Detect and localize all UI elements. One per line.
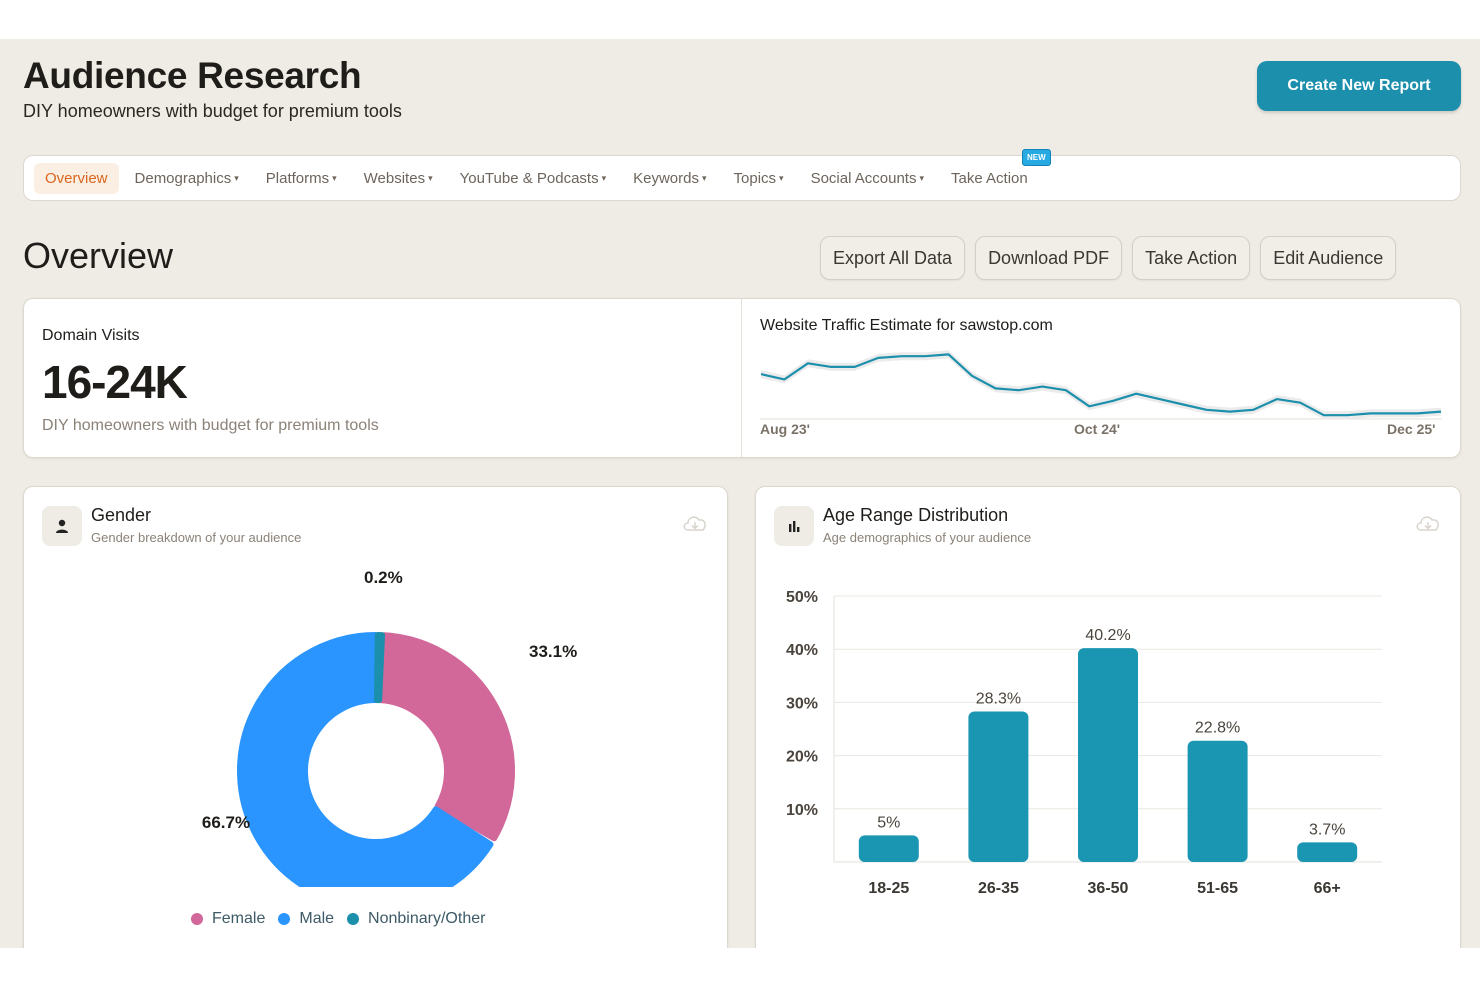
cloud-download-icon[interactable] xyxy=(681,513,709,538)
tab-youtube-podcasts[interactable]: YouTube & Podcasts ▾ xyxy=(449,163,618,194)
tab-take-action[interactable]: Take Action NEW xyxy=(940,148,1051,194)
tab-label: YouTube & Podcasts xyxy=(459,169,599,187)
person-icon xyxy=(42,506,82,546)
age-bar-18-25 xyxy=(858,835,919,862)
tab-platforms[interactable]: Platforms ▾ xyxy=(255,163,348,194)
gender-title: Gender xyxy=(91,505,152,525)
legend-female-dot xyxy=(191,913,203,925)
cloud-download-icon[interactable] xyxy=(1414,513,1442,538)
gender-donut-chart: 33.1% 66.7% 0.2% xyxy=(202,568,577,887)
donut-label-female: 33.1% xyxy=(529,642,577,661)
legend-nonbinary: Nonbinary/Other xyxy=(347,910,485,928)
age-bar-chart: 10% 20% 30% 40% 50% 5% 18-25 28.3% 26-35 40.2% 36-… xyxy=(786,589,1382,897)
tab-demographics[interactable]: Demographics ▾ xyxy=(124,163,250,194)
bar-chart-icon xyxy=(774,506,814,546)
legend-male: Male xyxy=(278,910,334,928)
donut-label-nonbinary-other: 0.2% xyxy=(364,568,403,587)
age-bar-36-50 xyxy=(1078,648,1138,862)
export-all-data-button[interactable]: Export All Data xyxy=(820,236,966,280)
legend-male-label: Male xyxy=(299,910,335,927)
tab-label: Platforms xyxy=(265,169,330,187)
caret-down-icon: ▾ xyxy=(919,172,925,183)
overview-title: Overview xyxy=(23,235,174,276)
x-tick-label: 66+ xyxy=(1314,880,1341,897)
traffic-chart-title: Website Traffic Estimate for sawstop.com xyxy=(760,317,1053,334)
bar-value-label: 28.3% xyxy=(976,690,1021,707)
caret-down-icon: ▾ xyxy=(601,172,607,183)
age-card: Age Range Distribution Age demographics … xyxy=(755,486,1461,948)
gender-subtitle: Gender breakdown of your audience xyxy=(91,530,302,545)
edit-audience-button[interactable]: Edit Audience xyxy=(1260,236,1397,280)
traffic-tick-start: Aug 23' xyxy=(760,421,811,437)
domain-visits-value: 16-24K xyxy=(42,356,188,408)
page-subtitle: DIY homeowners with budget for premium t… xyxy=(23,101,402,121)
domain-visits-block: Domain Visits 16-24K DIY homeowners with… xyxy=(42,327,379,435)
bar-value-label: 22.8% xyxy=(1195,720,1240,737)
tab-topics[interactable]: Topics ▾ xyxy=(723,163,795,194)
download-pdf-button[interactable]: Download PDF xyxy=(975,236,1123,280)
y-tick-label: 40% xyxy=(786,642,818,659)
tab-label: Topics xyxy=(733,169,777,187)
legend-nonbinary-dot xyxy=(347,913,360,925)
legend-male-dot xyxy=(278,913,291,925)
tab-label: Keywords xyxy=(633,169,699,187)
overview-actions: Export All Data Download PDF Take Action… xyxy=(820,236,1397,280)
x-tick-label: 51-65 xyxy=(1197,880,1238,897)
traffic-tick-mid: Oct 24' xyxy=(1074,421,1121,437)
x-tick-label: 18-25 xyxy=(868,880,909,897)
age-bar-66+ xyxy=(1297,842,1358,862)
y-tick-label: 30% xyxy=(786,695,818,712)
tab-websites[interactable]: Websites ▾ xyxy=(353,163,444,194)
bar-value-label: 3.7% xyxy=(1309,821,1345,838)
age-bar-26-35 xyxy=(968,711,1029,862)
donut-label-male: 66.7% xyxy=(202,813,250,832)
traffic-line xyxy=(760,353,1442,417)
gender-card: Gender Gender breakdown of your audience… xyxy=(23,486,728,948)
app-root: Audience Research DIY homeowners with bu… xyxy=(0,39,1480,948)
y-tick-label: 10% xyxy=(786,802,818,819)
tab-social-accounts[interactable]: Social Accounts ▾ xyxy=(800,163,935,194)
donut-slice-male xyxy=(237,632,494,887)
y-tick-label: 50% xyxy=(786,589,818,606)
new-badge: NEW xyxy=(1022,148,1051,166)
tab-label: Overview xyxy=(45,169,108,187)
legend-female: Female xyxy=(191,910,265,928)
caret-down-icon: ▾ xyxy=(332,172,337,183)
tab-label: Social Accounts xyxy=(810,169,917,187)
caret-down-icon: ▾ xyxy=(779,172,784,183)
age-bar-51-65 xyxy=(1187,740,1248,862)
age-title: Age Range Distribution xyxy=(823,505,1009,525)
traffic-tick-end: Dec 25' xyxy=(1387,421,1436,437)
domain-visits-description: DIY homeowners with budget for premium t… xyxy=(42,417,379,434)
tab-label: Take Action xyxy=(951,169,1028,187)
take-action-button[interactable]: Take Action xyxy=(1132,236,1251,280)
age-subtitle: Age demographics of your audience xyxy=(823,530,1032,545)
caret-down-icon: ▾ xyxy=(701,172,707,183)
traffic-line-chart xyxy=(760,350,1442,420)
x-tick-label: 36-50 xyxy=(1088,880,1129,897)
gender-legend: Female Male Nonbinary/Other xyxy=(191,910,498,928)
legend-female-label: Female xyxy=(212,910,266,927)
donut-slice-nonbinary-other xyxy=(373,632,386,704)
page-title: Audience Research xyxy=(23,55,362,96)
bar-value-label: 5% xyxy=(877,814,900,831)
tab-label: Demographics xyxy=(134,169,232,187)
stat-divider xyxy=(741,299,742,457)
legend-nonbinary-label: Nonbinary/Other xyxy=(368,910,486,927)
domain-visits-label: Domain Visits xyxy=(42,327,140,344)
x-tick-label: 26-35 xyxy=(978,880,1019,897)
y-tick-label: 20% xyxy=(786,749,818,766)
domain-visits-card: Domain Visits 16-24K DIY homeowners with… xyxy=(23,298,1461,458)
tab-label: Websites xyxy=(363,169,426,187)
page-header: Audience Research DIY homeowners with bu… xyxy=(23,55,402,122)
create-new-report-button[interactable]: Create New Report xyxy=(1257,61,1461,111)
tab-overview[interactable]: Overview xyxy=(34,162,119,194)
caret-down-icon: ▾ xyxy=(428,172,433,183)
traffic-confidence-band xyxy=(761,350,1441,420)
donut-slice-female xyxy=(377,632,515,842)
tab-keywords[interactable]: Keywords ▾ xyxy=(622,163,717,194)
bar-value-label: 40.2% xyxy=(1085,627,1130,644)
nav-tabs: Overview Demographics ▾ Platforms ▾ Websites ▾… xyxy=(23,148,1461,201)
caret-down-icon: ▾ xyxy=(234,172,239,183)
